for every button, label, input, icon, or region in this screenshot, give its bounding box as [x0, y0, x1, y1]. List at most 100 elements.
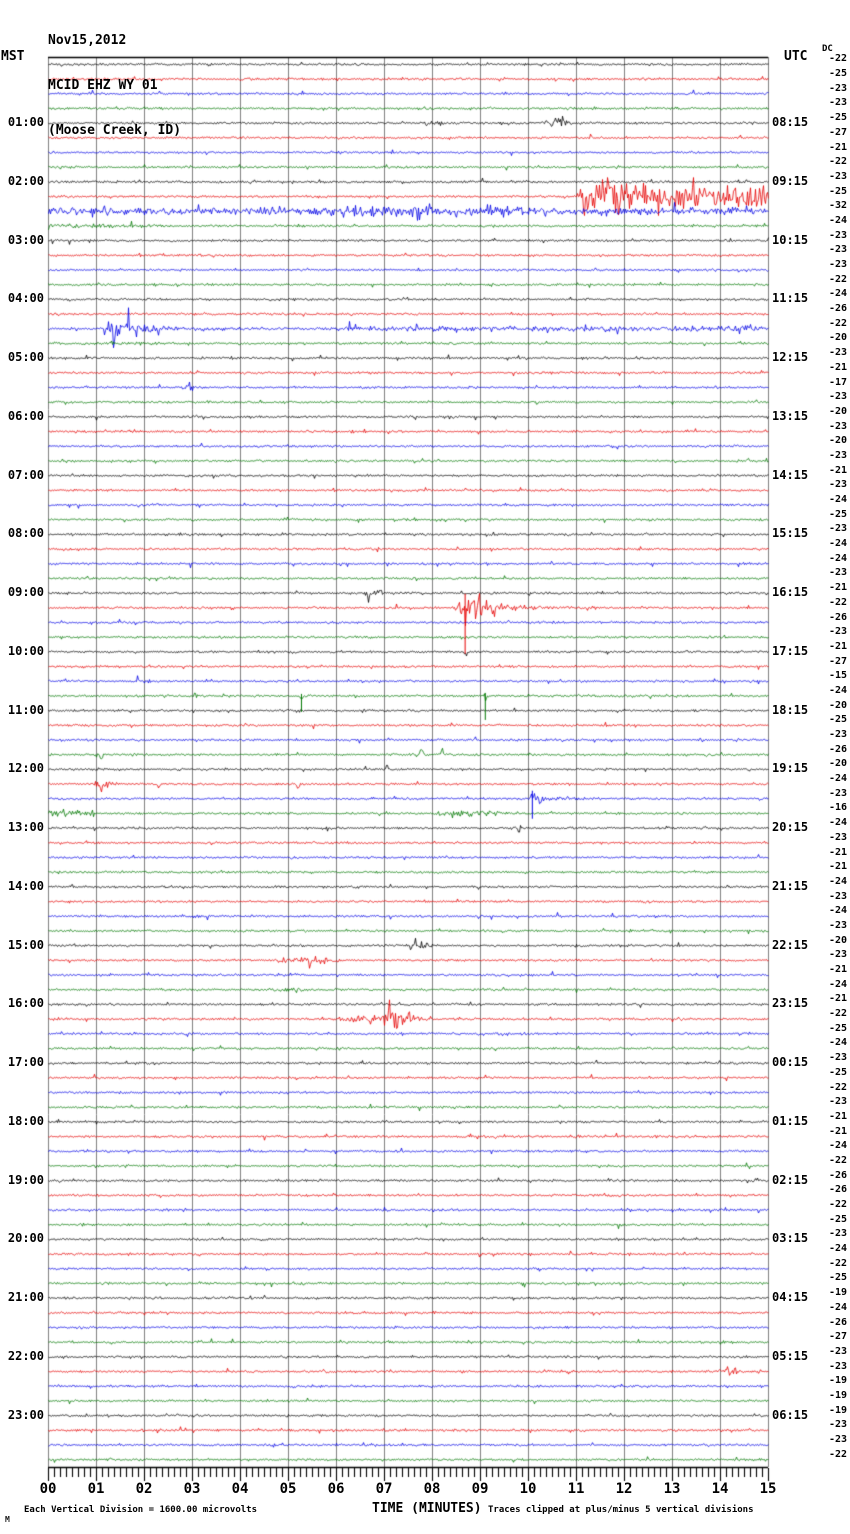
- dc-offset-value: -20: [828, 758, 847, 770]
- utc-hour-label: 05:15: [772, 1348, 809, 1363]
- dc-offset-value: -25: [828, 1272, 847, 1284]
- utc-hour-label: 15:15: [772, 526, 809, 541]
- mst-hour-label: 10:00: [7, 643, 44, 658]
- x-tick-label: 03: [183, 1481, 201, 1497]
- dc-offset-value: -23: [828, 919, 847, 931]
- dc-offset-value: -23: [828, 229, 847, 241]
- dc-offset-value: -23: [828, 831, 847, 843]
- dc-offset-value: -23: [828, 729, 847, 740]
- utc-hour-label: 18:15: [772, 702, 809, 717]
- dc-offset-value: -23: [828, 449, 847, 461]
- dc-offset-value: -21: [828, 964, 847, 975]
- dc-offset-value: -22: [828, 1448, 847, 1460]
- utc-hour-label: 14:15: [772, 467, 809, 482]
- dc-offset-value: -25: [828, 714, 847, 726]
- mst-hour-label: 08:00: [7, 526, 44, 541]
- utc-hour-label: 04:15: [772, 1290, 809, 1305]
- dc-offset-value: -25: [828, 1022, 847, 1034]
- dc-offset-value: -23: [828, 391, 847, 403]
- dc-offset-value: -23: [828, 170, 847, 182]
- dc-offset-value: -23: [828, 1228, 847, 1240]
- x-tick-label: 04: [231, 1481, 249, 1497]
- mst-hour-label: 12:00: [7, 761, 44, 776]
- mst-hour-label: 13:00: [7, 820, 44, 835]
- x-tick-label: 00: [39, 1481, 57, 1497]
- dc-offset-value: -23: [828, 890, 847, 902]
- dc-offset-value: -23: [828, 244, 847, 256]
- mst-hour-label: 23:00: [7, 1407, 44, 1422]
- utc-hour-label: 10:15: [772, 232, 809, 247]
- mst-hour-label: 22:00: [7, 1348, 44, 1363]
- dc-offset-value: -25: [828, 112, 847, 124]
- dc-offset-value: -25: [828, 1066, 847, 1078]
- mst-hour-label: 01:00: [7, 115, 44, 130]
- x-tick-label: 01: [87, 1481, 105, 1497]
- dc-offset-value: -25: [828, 1213, 847, 1225]
- dc-offset-value: -24: [828, 978, 847, 990]
- dc-offset-value: -26: [828, 1316, 847, 1328]
- dc-offset-value: -24: [828, 875, 847, 887]
- dc-offset-value: -24: [828, 1301, 847, 1313]
- dc-offset-value: -21: [828, 141, 847, 153]
- dc-offset-value: -23: [828, 1052, 847, 1064]
- dc-offset-value: -20: [828, 332, 847, 344]
- x-tick-label: 13: [663, 1481, 681, 1497]
- dc-offset-value: -21: [828, 640, 847, 652]
- mst-hour-label: 16:00: [7, 996, 44, 1011]
- mst-hour-label: 03:00: [7, 232, 44, 247]
- mst-hour-label: 17:00: [7, 1055, 44, 1070]
- dc-offset-value: -22: [828, 317, 847, 329]
- dc-offset-value: -23: [828, 1419, 847, 1431]
- mst-hour-label: 20:00: [7, 1231, 44, 1246]
- utc-hour-label: 17:15: [772, 643, 809, 658]
- dc-offset-value: -21: [828, 861, 847, 873]
- x-tick-label: 11: [567, 1481, 585, 1497]
- dc-offset-value: -26: [828, 1184, 847, 1196]
- dc-offset-value: -22: [828, 53, 847, 65]
- dc-offset-value: -26: [828, 743, 847, 755]
- dc-offset-value: -24: [828, 214, 847, 226]
- dc-offset-value: -27: [828, 126, 847, 138]
- page-title: Nov15,2012 MCID EHZ WY 01 (Moose Creek, …: [48, 3, 181, 168]
- dc-offset-value: -22: [828, 1257, 847, 1269]
- dc-offset-value: -27: [828, 1331, 847, 1343]
- dc-offset-value: -24: [828, 773, 847, 784]
- dc-offset-value: -25: [828, 508, 847, 520]
- mst-hour-label: 05:00: [7, 350, 44, 365]
- dc-offset-value: -20: [828, 405, 847, 417]
- dc-offset-value: -23: [828, 97, 847, 109]
- dc-offset-value: -22: [828, 1154, 847, 1166]
- mst-hour-label: 06:00: [7, 408, 44, 423]
- utc-hour-label: 19:15: [772, 761, 809, 776]
- mst-hour-label: 11:00: [7, 702, 44, 717]
- title-date: Nov15,2012: [48, 33, 127, 48]
- dc-offset-value: -22: [828, 156, 847, 168]
- dc-offset-value: -22: [828, 1008, 847, 1019]
- right-axis-timezone-label: UTC: [784, 49, 808, 64]
- dc-offset-value: -24: [828, 288, 847, 300]
- utc-hour-label: 02:15: [772, 1172, 809, 1187]
- dc-offset-value: -21: [828, 1110, 847, 1122]
- utc-hour-label: 23:15: [772, 996, 809, 1011]
- utc-hour-label: 11:15: [772, 291, 809, 306]
- utc-hour-label: 01:15: [772, 1113, 809, 1128]
- clip-note: Traces clipped at plus/minus 5 vertical …: [488, 1505, 754, 1515]
- scale-note: Each Vertical Division = 1600.00 microvo…: [24, 1505, 257, 1515]
- title-station: MCID EHZ WY 01: [48, 78, 158, 93]
- utc-hour-label: 13:15: [772, 408, 809, 423]
- x-tick-label: 06: [327, 1481, 345, 1497]
- dc-offset-value: -23: [828, 787, 847, 799]
- dc-offset-value: -22: [828, 1199, 847, 1210]
- x-tick-label: 15: [759, 1481, 777, 1497]
- dc-offset-value: -16: [828, 802, 847, 814]
- dc-offset-value: -23: [828, 82, 847, 94]
- utc-hour-label: 20:15: [772, 820, 809, 835]
- dc-offset-value: -17: [828, 376, 847, 388]
- dc-offset-value: -24: [828, 905, 847, 917]
- dc-offset-value: -20: [828, 699, 847, 711]
- dc-offset-value: -24: [828, 494, 847, 505]
- title-location: (Moose Creek, ID): [48, 123, 182, 138]
- dc-offset-value: -25: [828, 185, 847, 197]
- mst-hour-label: 15:00: [7, 937, 44, 952]
- utc-hour-label: 22:15: [772, 937, 809, 952]
